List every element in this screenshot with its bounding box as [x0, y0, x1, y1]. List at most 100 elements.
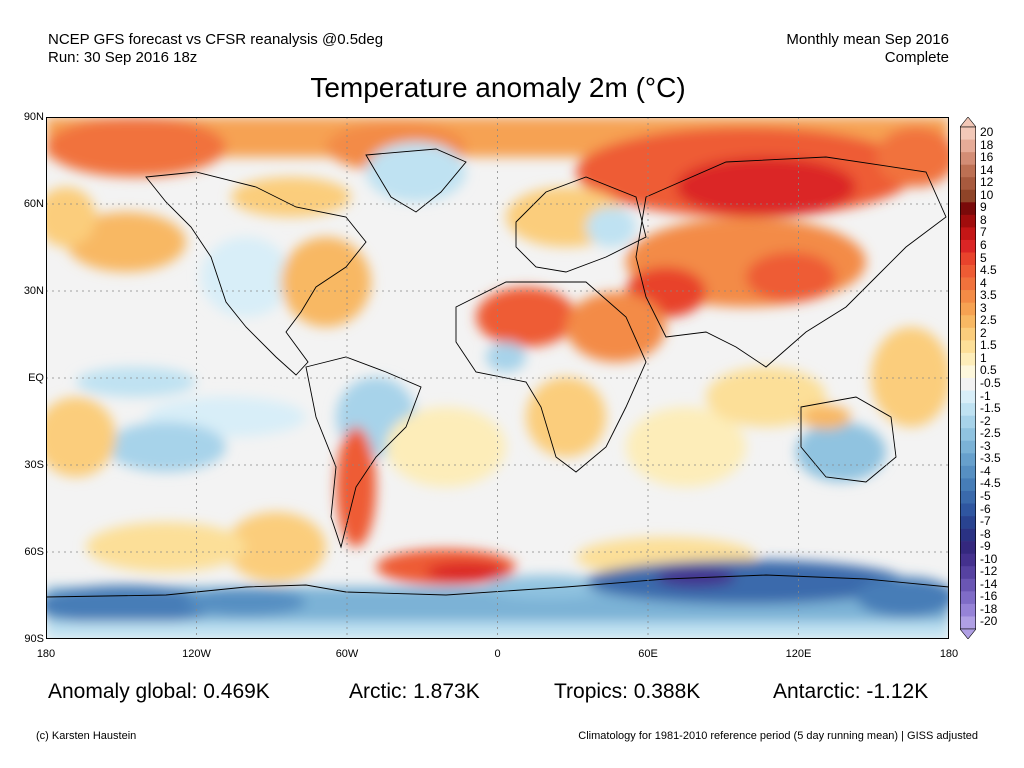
colorbar-tick-label: -9 [980, 539, 991, 554]
colorbar-swatch [960, 214, 976, 228]
map-frame [46, 117, 949, 639]
colorbar-swatch [960, 516, 976, 529]
climatology-note: Climatology for 1981-2010 reference peri… [578, 730, 978, 742]
colorbar-swatch [960, 616, 976, 630]
stat-tropics: Tropics: 0.388K [554, 680, 701, 703]
lon-label-60w: 60W [335, 648, 359, 660]
colorbar-tick-label: -4 [980, 463, 991, 478]
colorbar-tick-label: 6 [980, 237, 987, 252]
colorbar-tick-label: 1.5 [980, 338, 997, 353]
lat-label-90n: 90N [23, 111, 44, 123]
colorbar-tick-label: 16 [980, 150, 994, 165]
lon-label-60e: 60E [638, 648, 658, 660]
colorbar-swatch [960, 415, 976, 429]
colorbar-swatch [960, 189, 976, 203]
colorbar-swatch [960, 503, 976, 517]
colorbar-tick-label: 18 [980, 137, 994, 152]
colorbar-tick-label: -7 [980, 514, 991, 529]
colorbar-tick-label: -2 [980, 413, 991, 428]
colorbar-tick-label: -14 [980, 576, 998, 591]
colorbar-tick-label: 2.5 [980, 313, 997, 328]
colorbar-swatch [960, 290, 976, 303]
colorbar-swatch [960, 528, 976, 542]
period-label: Monthly mean Sep 2016 [786, 31, 949, 48]
lat-label-90s: 90S [24, 633, 44, 645]
stat-global: Anomaly global: 0.469K [48, 680, 270, 703]
colorbar-tick-label: -18 [980, 601, 998, 616]
coastlines [46, 148, 949, 598]
status-label: Complete [884, 49, 949, 66]
lat-label-30n: 30N [23, 285, 44, 297]
colorbar-tick-label: -1.5 [980, 401, 1001, 416]
colorbar-swatch [960, 327, 976, 341]
lon-label-0: 0 [494, 648, 501, 660]
colorbar-tick-label: 4.5 [980, 263, 997, 278]
colorbar-tick-label: 4 [980, 275, 987, 290]
colorbar-tick-label: -8 [980, 526, 991, 541]
colorbar-tick-label: 3 [980, 300, 987, 315]
colorbar-tick-label: 20 [980, 125, 994, 139]
colorbar-tick-label: -2.5 [980, 426, 1001, 441]
colorbar-swatch [960, 591, 976, 605]
colorbar-swatch [960, 277, 976, 291]
colorbar-swatch [960, 139, 976, 153]
temperature-anomaly-map [46, 117, 949, 639]
colorbar-tick-label: 0.5 [980, 363, 997, 378]
colorbar-tick-label: -6 [980, 501, 991, 516]
colorbar-swatch [960, 352, 976, 366]
colorbar-tick-label: -3.5 [980, 451, 1001, 466]
colorbar-tick-label: 2 [980, 325, 987, 340]
map-title: Temperature anomaly 2m (°C) [310, 72, 686, 103]
colorbar [960, 117, 976, 639]
colorbar-tick-label: -10 [980, 551, 998, 566]
graticule [46, 117, 949, 639]
colorbar-swatch [960, 566, 976, 580]
colorbar-max-arrow [960, 117, 976, 128]
colorbar-swatch [960, 164, 976, 178]
colorbar-swatch [960, 265, 976, 278]
colorbar-tick-label: 1 [980, 350, 987, 365]
colorbar-swatch [960, 177, 976, 191]
colorbar-swatch [960, 603, 976, 617]
colorbar-swatch [960, 403, 976, 416]
lon-label-120w: 120W [182, 648, 211, 660]
colorbar-tick-label: -4.5 [980, 476, 1001, 491]
colorbar-tick-label: 9 [980, 200, 987, 215]
colorbar-tick-label: 12 [980, 175, 994, 190]
colorbar-tick-label: -16 [980, 589, 998, 604]
lon-label-120e: 120E [785, 648, 812, 660]
colorbar-swatch [960, 453, 976, 467]
colorbar-swatch [960, 553, 976, 567]
colorbar-swatch [960, 302, 976, 316]
colorbar-tick-label: 5 [980, 250, 987, 265]
colorbar-tick-label: -12 [980, 564, 998, 579]
lon-label-180e: 180 [939, 648, 959, 660]
stat-antarctic: Antarctic: -1.12K [773, 680, 929, 703]
lat-label-eq: EQ [28, 372, 44, 384]
colorbar-swatch [960, 478, 976, 492]
colorbar-tick-label: -20 [980, 614, 998, 629]
colorbar-swatch [960, 378, 976, 391]
colorbar-tick-label: 10 [980, 187, 994, 202]
colorbar-swatch [960, 252, 976, 266]
lat-label-30s: 30S [24, 459, 44, 471]
colorbar-tick-label: -0.5 [980, 376, 1001, 390]
colorbar-swatch [960, 440, 976, 454]
colorbar-swatch [960, 541, 976, 554]
colorbar-tick-label: 14 [980, 162, 994, 177]
colorbar-swatch [960, 227, 976, 241]
stat-arctic: Arctic: 1.873K [349, 680, 480, 703]
colorbar-tick-label: 8 [980, 212, 987, 227]
colorbar-tick-label: -5 [980, 488, 991, 503]
lat-label-60s: 60S [24, 546, 44, 558]
colorbar-tick-label: 3.5 [980, 288, 997, 303]
colorbar-tick-label: 7 [980, 225, 987, 240]
copyright: (c) Karsten Haustein [36, 730, 137, 742]
colorbar-min-arrow [960, 628, 976, 639]
colorbar-tick-label: -3 [980, 438, 991, 453]
colorbar-swatch [960, 202, 976, 216]
colorbar-swatch [960, 340, 976, 354]
colorbar-swatch [960, 390, 976, 404]
colorbar-swatch [960, 315, 976, 329]
colorbar-swatch [960, 490, 976, 504]
